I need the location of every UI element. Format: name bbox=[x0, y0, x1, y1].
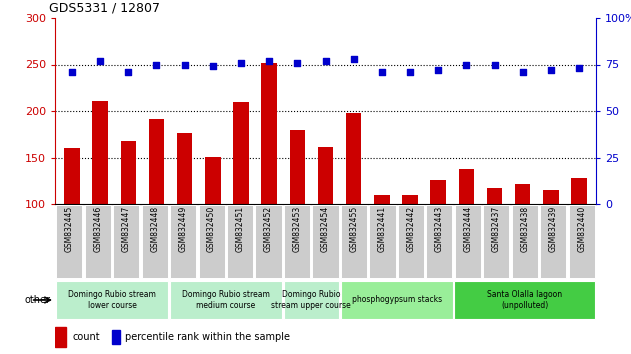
Point bbox=[490, 62, 500, 67]
Bar bbox=[56, 281, 168, 319]
Point bbox=[349, 56, 359, 62]
Bar bbox=[141, 205, 168, 278]
Bar bbox=[121, 141, 136, 204]
Text: GSM832439: GSM832439 bbox=[549, 206, 558, 252]
Point bbox=[321, 58, 331, 64]
Bar bbox=[571, 178, 587, 204]
Point bbox=[292, 60, 302, 65]
Bar bbox=[205, 156, 221, 204]
Text: GSM832451: GSM832451 bbox=[235, 206, 245, 252]
Text: GSM832448: GSM832448 bbox=[150, 206, 159, 252]
Point bbox=[264, 58, 274, 64]
Bar bbox=[455, 205, 481, 278]
Bar bbox=[85, 205, 111, 278]
Bar bbox=[312, 205, 339, 278]
Point bbox=[123, 69, 133, 75]
Text: GSM832453: GSM832453 bbox=[293, 206, 302, 252]
Bar bbox=[56, 205, 82, 278]
Point bbox=[180, 62, 190, 67]
Text: percentile rank within the sample: percentile rank within the sample bbox=[125, 332, 290, 342]
Point bbox=[433, 67, 443, 73]
Bar bbox=[170, 205, 196, 278]
Text: Domingo Rubio stream
medium course: Domingo Rubio stream medium course bbox=[182, 290, 270, 310]
Point bbox=[67, 69, 77, 75]
Bar bbox=[512, 205, 538, 278]
Bar bbox=[459, 169, 474, 204]
Text: GSM832444: GSM832444 bbox=[463, 206, 473, 252]
Bar bbox=[403, 195, 418, 204]
Point bbox=[377, 69, 387, 75]
Bar bbox=[318, 147, 333, 204]
Bar bbox=[113, 205, 139, 278]
Point bbox=[574, 65, 584, 71]
Bar bbox=[487, 188, 502, 204]
Bar bbox=[341, 281, 453, 319]
Text: GSM832452: GSM832452 bbox=[264, 206, 273, 252]
Bar bbox=[430, 180, 446, 204]
Bar bbox=[454, 281, 595, 319]
Text: Domingo Rubio
stream upper course: Domingo Rubio stream upper course bbox=[271, 290, 351, 310]
Bar bbox=[227, 205, 253, 278]
Text: GSM832437: GSM832437 bbox=[492, 206, 501, 252]
Bar bbox=[233, 102, 249, 204]
Text: GSM832447: GSM832447 bbox=[122, 206, 131, 252]
Text: GSM832455: GSM832455 bbox=[350, 206, 358, 252]
Text: GSM832440: GSM832440 bbox=[577, 206, 586, 252]
Text: other: other bbox=[25, 295, 50, 305]
Bar bbox=[540, 205, 567, 278]
Bar bbox=[256, 205, 281, 278]
Point bbox=[517, 69, 528, 75]
Bar bbox=[346, 113, 362, 204]
Text: Santa Olalla lagoon
(unpolluted): Santa Olalla lagoon (unpolluted) bbox=[487, 290, 562, 310]
Bar bbox=[374, 195, 389, 204]
Bar bbox=[177, 133, 192, 204]
Text: GSM832446: GSM832446 bbox=[93, 206, 102, 252]
Bar bbox=[55, 327, 66, 347]
Text: GSM832438: GSM832438 bbox=[521, 206, 529, 252]
Bar bbox=[112, 330, 120, 344]
Bar bbox=[290, 130, 305, 204]
Point bbox=[208, 63, 218, 69]
Text: GSM832449: GSM832449 bbox=[179, 206, 187, 252]
Bar bbox=[543, 190, 558, 204]
Text: GSM832442: GSM832442 bbox=[406, 206, 415, 252]
Point bbox=[151, 62, 162, 67]
Bar bbox=[199, 205, 225, 278]
Point bbox=[461, 62, 471, 67]
Bar bbox=[483, 205, 509, 278]
Text: Domingo Rubio stream
lower course: Domingo Rubio stream lower course bbox=[68, 290, 156, 310]
Point bbox=[546, 67, 556, 73]
Bar bbox=[92, 101, 108, 204]
Bar bbox=[569, 205, 595, 278]
Text: count: count bbox=[72, 332, 100, 342]
Bar bbox=[284, 205, 310, 278]
Bar bbox=[427, 205, 452, 278]
Point bbox=[95, 58, 105, 64]
Text: GSM832443: GSM832443 bbox=[435, 206, 444, 252]
Text: GDS5331 / 12807: GDS5331 / 12807 bbox=[49, 1, 160, 15]
Bar bbox=[341, 205, 367, 278]
Bar bbox=[170, 281, 282, 319]
Bar bbox=[369, 205, 396, 278]
Bar bbox=[64, 148, 80, 204]
Bar bbox=[149, 119, 164, 204]
Text: GSM832454: GSM832454 bbox=[321, 206, 330, 252]
Text: GSM832445: GSM832445 bbox=[65, 206, 74, 252]
Point bbox=[236, 60, 246, 65]
Bar bbox=[261, 63, 277, 204]
Bar bbox=[398, 205, 424, 278]
Text: GSM832450: GSM832450 bbox=[207, 206, 216, 252]
Text: phosphogypsum stacks: phosphogypsum stacks bbox=[351, 296, 442, 304]
Point bbox=[405, 69, 415, 75]
Text: GSM832441: GSM832441 bbox=[378, 206, 387, 252]
Bar bbox=[284, 281, 339, 319]
Bar bbox=[515, 184, 531, 204]
